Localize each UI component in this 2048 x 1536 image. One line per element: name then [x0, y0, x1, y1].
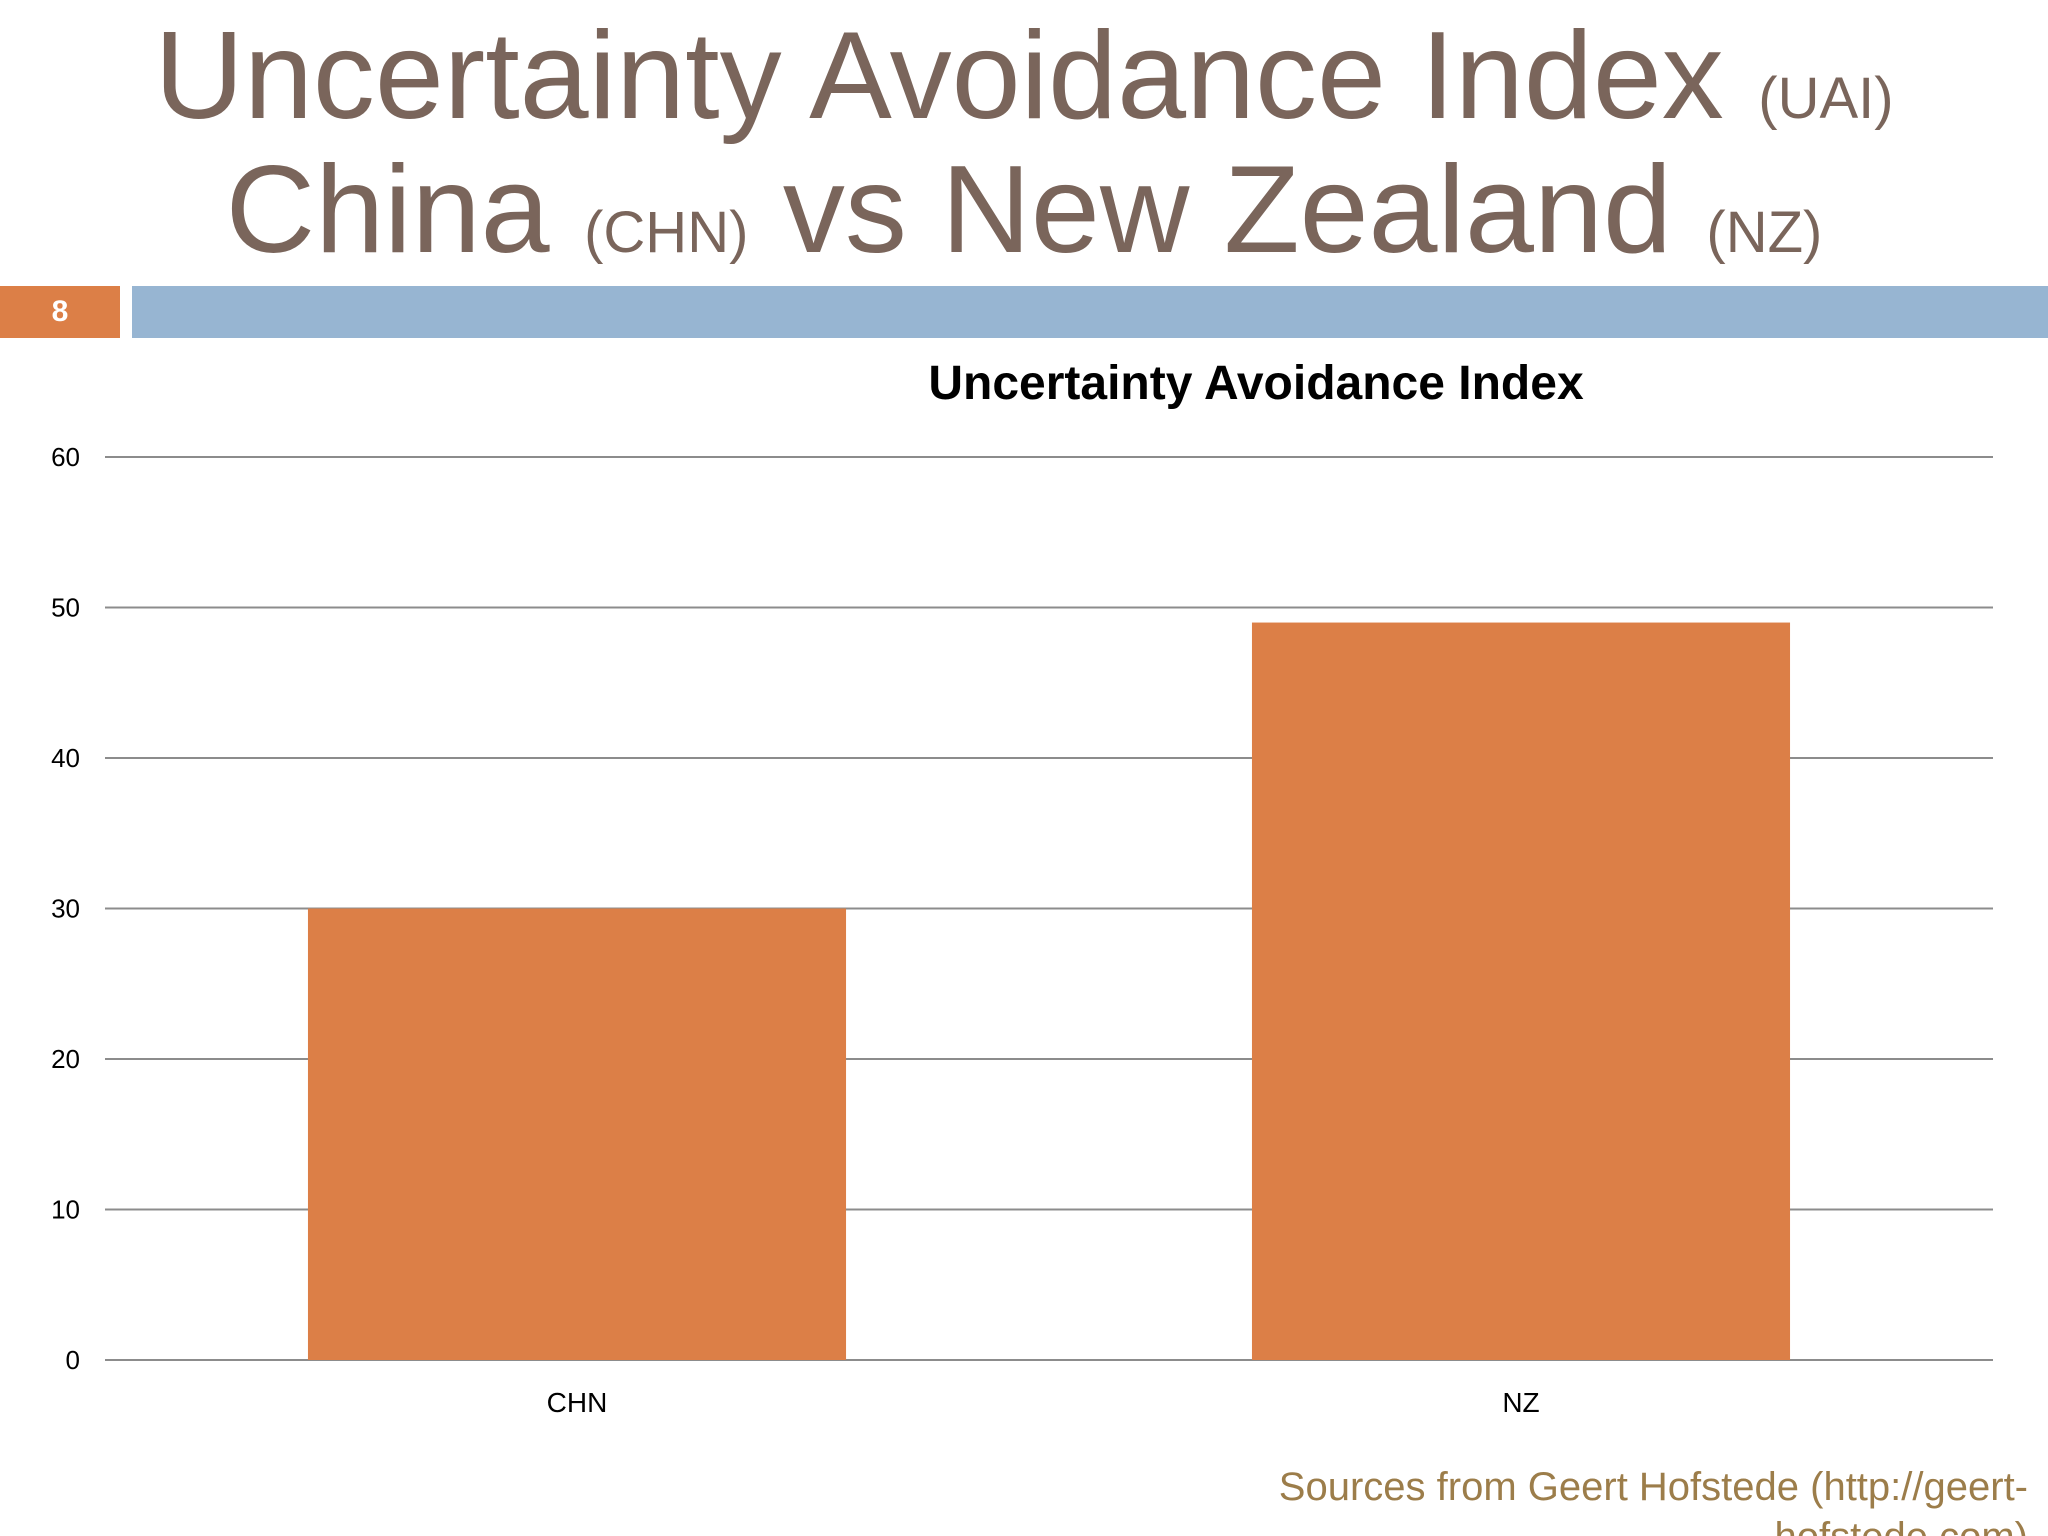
bar-chart: Uncertainty Avoidance Index 0 10 20 30 40 50 6… — [51, 357, 1993, 1418]
y-tick-label: 30 — [51, 894, 80, 924]
chart-title: Uncertainty Avoidance Index — [928, 357, 1584, 410]
source-note: Sources from Geert Hofstede (http://geer… — [1278, 1465, 2028, 1536]
y-tick-label: 10 — [51, 1195, 80, 1225]
y-tick-label: 50 — [51, 593, 80, 623]
title-abbr-nz: (NZ) — [1706, 200, 1823, 265]
title-line-2: China (CHN) vs New Zealand (NZ) — [0, 148, 2048, 272]
title-abbr-chn: (CHN) — [584, 200, 749, 265]
title-vs-new-zealand: vs New Zealand — [782, 141, 1672, 279]
x-tick-label: NZ — [1502, 1387, 1539, 1418]
slide-number-badge: 8 — [0, 286, 120, 338]
title-abbr-uai: (UAI) — [1758, 66, 1894, 131]
bar-chn — [307, 908, 847, 1360]
y-tick-label: 60 — [51, 442, 80, 472]
bars — [307, 622, 1791, 1360]
y-tick-label: 0 — [66, 1345, 80, 1375]
y-axis-ticks: 0 10 20 30 40 50 60 — [51, 442, 80, 1375]
title-main: Uncertainty Avoidance Index — [154, 7, 1724, 145]
title-china: China — [225, 141, 550, 279]
header-divider-bar — [132, 286, 2048, 338]
y-tick-label: 20 — [51, 1044, 80, 1074]
slide-number: 8 — [51, 295, 69, 328]
x-axis-ticks: CHN NZ — [547, 1387, 1540, 1418]
bar-nz — [1251, 622, 1791, 1360]
y-tick-label: 40 — [51, 743, 80, 773]
title-line-1: Uncertainty Avoidance Index (UAI) — [0, 14, 2048, 138]
x-tick-label: CHN — [547, 1387, 608, 1418]
